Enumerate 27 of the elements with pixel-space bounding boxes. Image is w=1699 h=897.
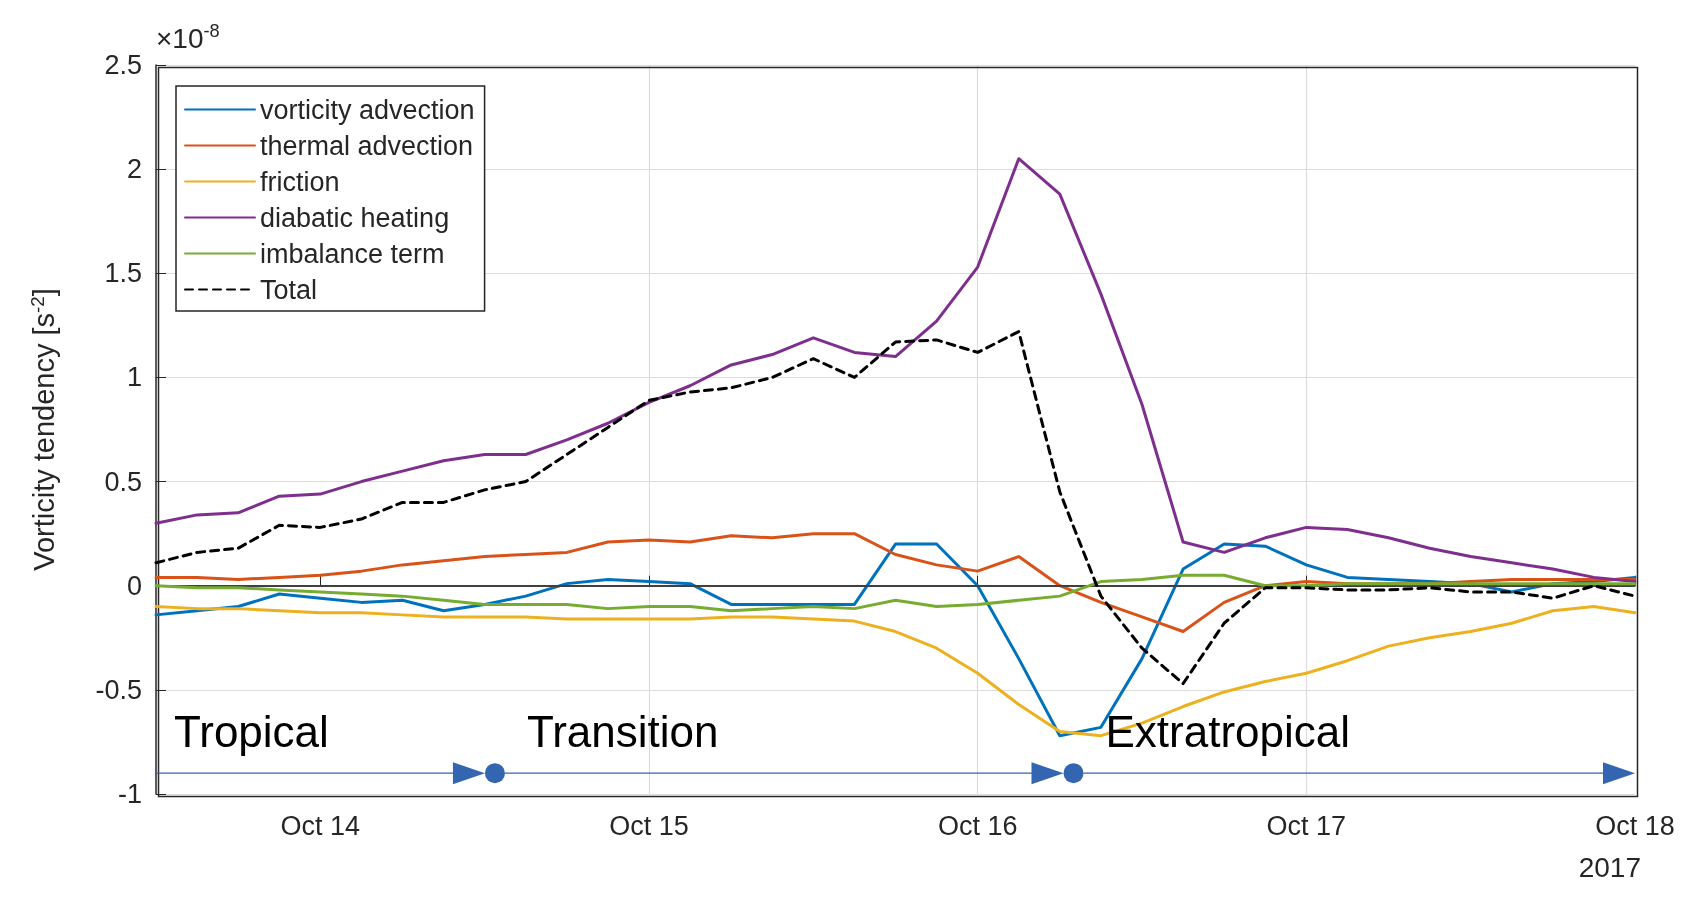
y-tick-label: -0.5 — [95, 674, 142, 705]
y-axis-title: Vorticity tendency [s-2] — [26, 288, 61, 571]
annotation: Transition — [526, 707, 719, 757]
legend-label: diabatic heating — [260, 202, 450, 233]
y-tick-label: 1 — [126, 362, 142, 393]
y-tick-label: 2 — [126, 154, 142, 185]
x-tick-label: Oct 18 — [1595, 810, 1675, 841]
legend-label: thermal advection — [260, 130, 474, 161]
legend-label: imbalance term — [260, 238, 445, 269]
y-tick-label: -1 — [117, 779, 142, 809]
annotation: Tropical — [174, 707, 329, 757]
y-tick-label: 0 — [126, 570, 142, 601]
x-tick-label: Oct 17 — [1266, 810, 1347, 841]
text: 2017 — [1578, 851, 1642, 883]
line-series — [154, 157, 1637, 584]
legend-label: Total — [260, 274, 318, 305]
x-tick-label: Oct 14 — [280, 810, 361, 841]
x-tick-label: Oct 16 — [937, 810, 1018, 841]
x-tick-label: Oct 15 — [609, 810, 689, 841]
legend-label: friction — [260, 166, 340, 197]
y-tick-label: 1.5 — [104, 258, 142, 289]
annotation: Extratropical — [1105, 707, 1351, 757]
legend-label: vorticity advection — [260, 94, 475, 125]
y-tick-label: 0.5 — [104, 466, 142, 497]
y-tick-label: 2.5 — [104, 50, 142, 80]
line-series — [154, 573, 1637, 613]
line-series — [154, 330, 1637, 686]
